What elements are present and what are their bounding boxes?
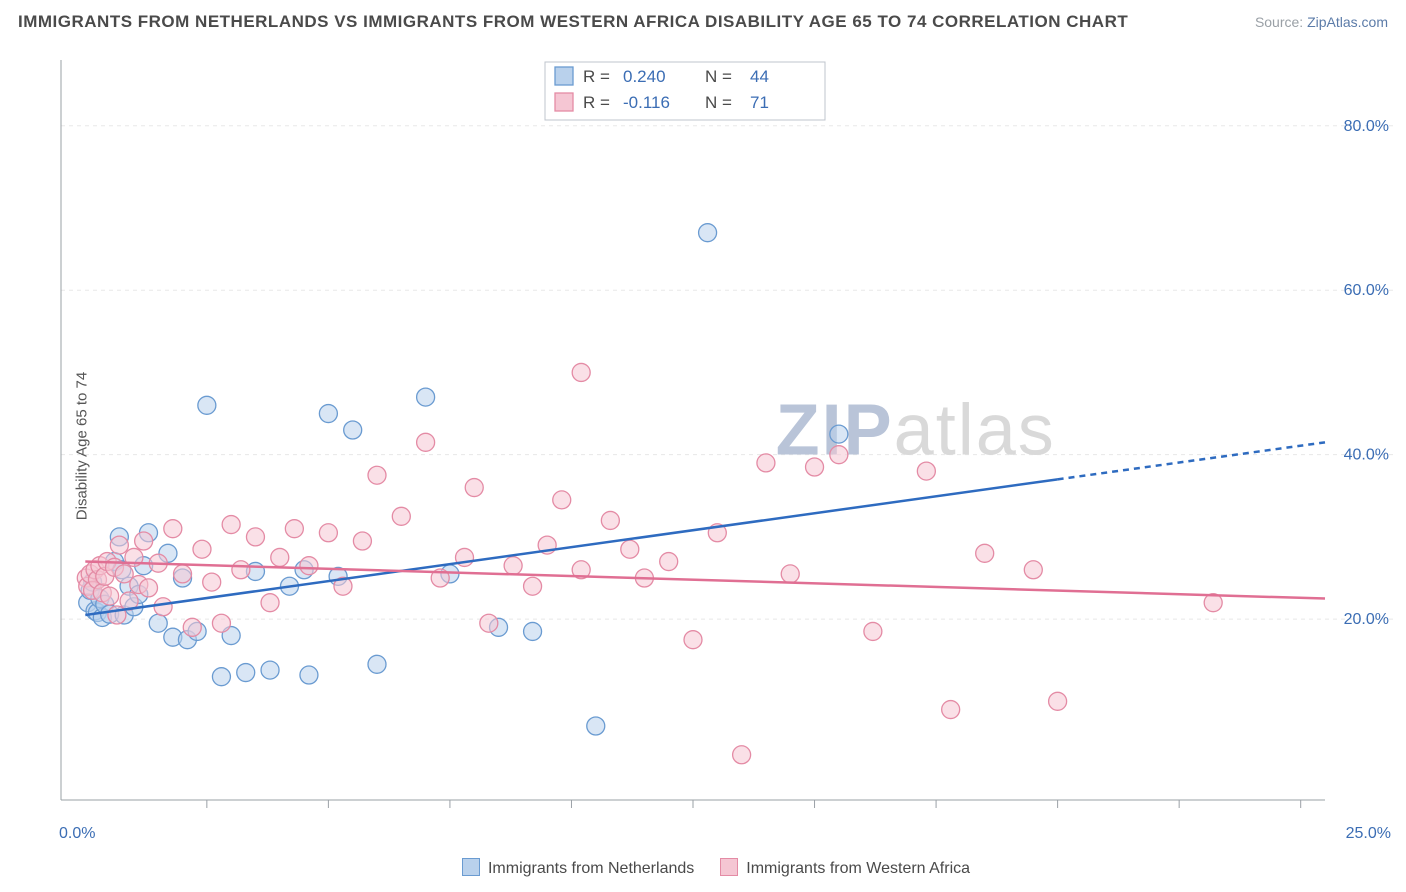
stat-r-label: R = [583,67,610,86]
data-point-netherlands [212,668,230,686]
data-point-wafrica [222,516,240,534]
y-tick-label: 40.0% [1344,447,1389,464]
data-point-netherlands [237,664,255,682]
y-tick-label: 20.0% [1344,611,1389,628]
source-attribution: Source: ZipAtlas.com [1255,14,1388,30]
data-point-netherlands [368,655,386,673]
data-point-wafrica [480,614,498,632]
data-point-netherlands [261,661,279,679]
data-point-wafrica [572,363,590,381]
x-axis-legend: Immigrants from Netherlands Immigrants fr… [0,858,1406,878]
data-point-wafrica [917,462,935,480]
stat-n-value: 71 [750,93,769,112]
data-point-wafrica [1049,692,1067,710]
data-point-netherlands [300,666,318,684]
legend-swatch-netherlands [555,67,573,85]
data-point-wafrica [601,511,619,529]
data-point-wafrica [246,528,264,546]
data-point-wafrica [684,631,702,649]
header: IMMIGRANTS FROM NETHERLANDS VS IMMIGRANT… [18,12,1388,32]
data-point-wafrica [781,565,799,583]
data-point-wafrica [830,446,848,464]
data-point-netherlands [344,421,362,439]
data-point-wafrica [465,479,483,497]
data-point-wafrica [660,553,678,571]
data-point-wafrica [174,565,192,583]
data-point-wafrica [319,524,337,542]
data-point-netherlands [524,622,542,640]
data-point-wafrica [553,491,571,509]
data-point-netherlands [417,388,435,406]
stat-r-value: -0.116 [623,93,670,112]
data-point-wafrica [1024,561,1042,579]
data-point-wafrica [524,577,542,595]
data-point-netherlands [830,425,848,443]
data-point-wafrica [417,433,435,451]
data-point-wafrica [504,557,522,575]
y-tick-label: 60.0% [1344,282,1389,299]
chart-area: ZIPatlas0.0%25.0%20.0%40.0%60.0%80.0%R =… [55,50,1395,840]
data-point-netherlands [699,224,717,242]
legend-swatch-bottom-netherlands [462,858,480,876]
data-point-wafrica [368,466,386,484]
data-point-netherlands [319,405,337,423]
stat-r-label: R = [583,93,610,112]
stat-n-value: 44 [750,67,769,86]
stat-n-label: N = [705,67,732,86]
data-point-wafrica [154,598,172,616]
trend-line-dash-netherlands [1058,442,1325,479]
data-point-wafrica [110,536,128,554]
data-point-wafrica [392,507,410,525]
data-point-wafrica [183,618,201,636]
data-point-wafrica [621,540,639,558]
data-point-wafrica [806,458,824,476]
data-point-netherlands [149,614,167,632]
data-point-netherlands [198,396,216,414]
scatter-chart: ZIPatlas0.0%25.0%20.0%40.0%60.0%80.0%R =… [55,50,1395,840]
data-point-wafrica [261,594,279,612]
data-point-wafrica [757,454,775,472]
data-point-wafrica [733,746,751,764]
legend-swatch-bottom-wafrica [720,858,738,876]
stat-r-value: 0.240 [623,67,666,86]
data-point-wafrica [300,557,318,575]
legend-label-netherlands: Immigrants from Netherlands [488,860,694,877]
x-tick-label-min: 0.0% [59,825,95,840]
data-point-wafrica [212,614,230,632]
chart-title: IMMIGRANTS FROM NETHERLANDS VS IMMIGRANT… [18,12,1128,32]
data-point-wafrica [864,622,882,640]
legend-label-wafrica: Immigrants from Western Africa [746,860,970,877]
y-tick-label: 80.0% [1344,118,1389,135]
data-point-wafrica [285,520,303,538]
data-point-wafrica [135,532,153,550]
legend-swatch-wafrica [555,93,573,111]
source-label: Source: [1255,14,1303,30]
data-point-wafrica [101,587,119,605]
stat-n-label: N = [705,93,732,112]
data-point-wafrica [353,532,371,550]
source-link[interactable]: ZipAtlas.com [1307,14,1388,30]
data-point-wafrica [942,701,960,719]
x-tick-label-max: 25.0% [1346,825,1391,840]
data-point-wafrica [193,540,211,558]
trend-line-netherlands [85,479,1057,615]
data-point-wafrica [271,548,289,566]
data-point-netherlands [587,717,605,735]
trend-line-wafrica [85,562,1325,599]
data-point-wafrica [164,520,182,538]
data-point-wafrica [203,573,221,591]
data-point-wafrica [232,561,250,579]
data-point-wafrica [140,579,158,597]
data-point-wafrica [976,544,994,562]
